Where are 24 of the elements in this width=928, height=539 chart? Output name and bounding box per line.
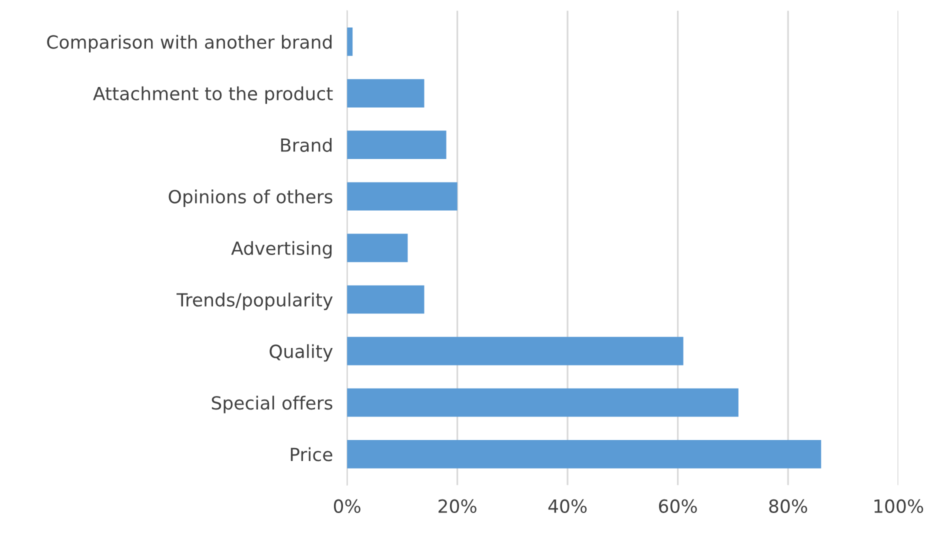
y-tick-label: Opinions of others <box>168 190 332 207</box>
bar <box>347 130 446 160</box>
bar <box>347 182 458 211</box>
bar <box>347 79 424 108</box>
y-tick-label: Quality <box>270 344 333 362</box>
bar <box>347 28 353 56</box>
y-tick-label: Comparison with another brand <box>47 34 332 52</box>
y-tick-label: Brand <box>281 138 332 152</box>
bar <box>347 285 424 314</box>
y-tick-label: Price <box>290 447 332 462</box>
x-tick-label: 100% <box>874 499 924 513</box>
y-tick-label: Advertising <box>231 241 332 259</box>
y-tick-label: Special offers <box>212 396 332 414</box>
x-tick-label: 0% <box>334 499 360 513</box>
bar <box>347 388 738 417</box>
bar <box>347 234 408 262</box>
x-tick-label: 60% <box>659 499 697 513</box>
x-tick-label: 20% <box>438 499 476 513</box>
bar <box>347 336 684 366</box>
y-tick-label: Attachment to the product <box>93 86 333 104</box>
bar <box>347 440 822 468</box>
x-tick-label: 40% <box>548 499 587 513</box>
y-tick-label: Trends/popularity <box>176 292 333 310</box>
x-tick-label: 80% <box>769 499 808 513</box>
